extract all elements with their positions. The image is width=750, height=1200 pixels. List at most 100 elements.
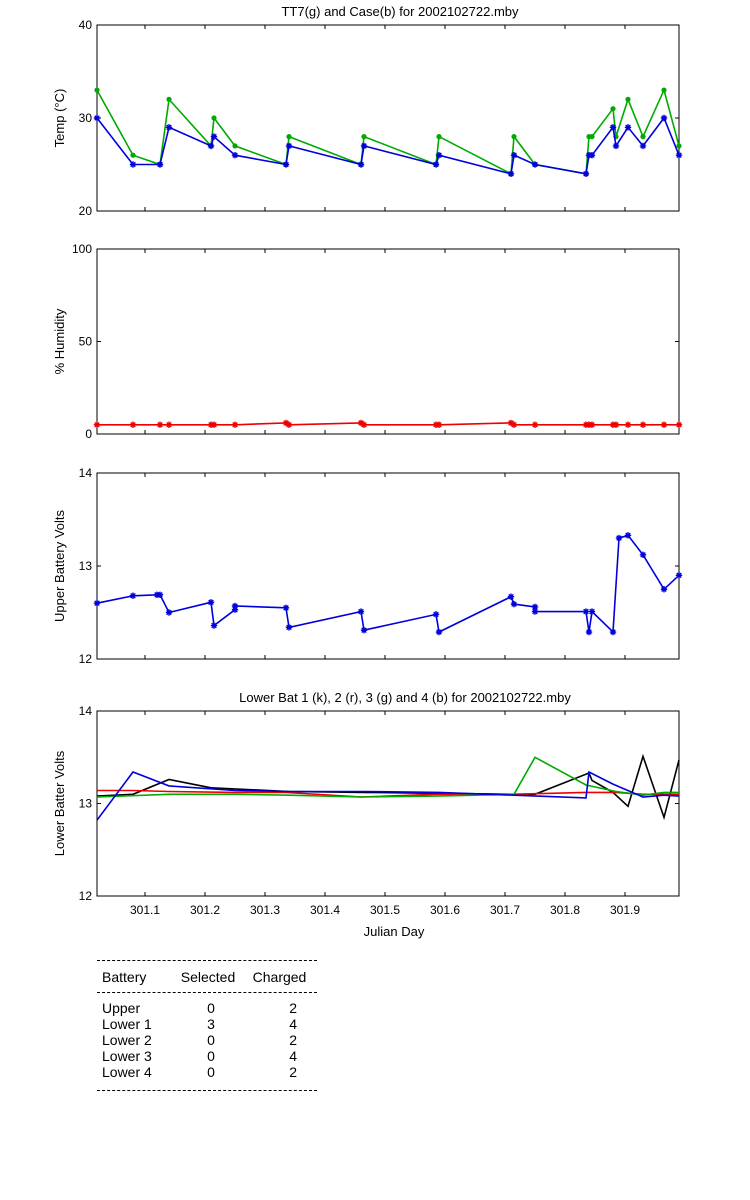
data-point [511, 134, 517, 140]
data-point [210, 622, 218, 629]
row-battery: Lower 3 [102, 1048, 152, 1064]
data-point [210, 133, 218, 140]
data-point [207, 599, 215, 606]
row-selected: 0 [207, 1032, 215, 1048]
row-battery: Lower 2 [102, 1032, 152, 1048]
table-header: Battery Selected Charged [97, 961, 317, 992]
plot-frame [96, 24, 680, 212]
data-point [624, 421, 632, 428]
series-line [96, 534, 680, 634]
data-point [639, 551, 647, 559]
table-row: Lower 1 3 4 [97, 1016, 317, 1032]
data-point [582, 608, 590, 615]
y-axis-label: Lower Batter Volts [52, 750, 67, 856]
table-row: Lower 3 0 4 [97, 1048, 317, 1064]
data-point [589, 134, 595, 140]
data-point [129, 592, 137, 599]
data-point [588, 421, 596, 428]
data-point [612, 142, 620, 150]
x-tick-label: 301.5 [370, 903, 400, 917]
y-tick-label: 40 [79, 18, 93, 32]
row-charged: 2 [289, 1064, 297, 1080]
data-point [436, 134, 442, 140]
data-point [207, 142, 215, 150]
data-point [675, 572, 683, 579]
data-point [660, 114, 668, 122]
data-point [361, 134, 367, 140]
data-point [639, 142, 647, 150]
data-point [360, 421, 368, 428]
data-point [609, 124, 617, 131]
x-tick-label: 301.9 [610, 903, 640, 917]
data-point [282, 604, 290, 612]
data-point [676, 143, 682, 149]
data-point [165, 124, 173, 131]
row-battery: Lower 4 [102, 1064, 152, 1080]
y-axis-label: Temp (°C) [52, 89, 67, 148]
data-point [612, 421, 620, 428]
series-line [96, 756, 679, 798]
table-body: Upper 0 2 Lower 1 3 4 Lower 2 0 2 Lower … [97, 993, 317, 1090]
data-point [510, 600, 518, 608]
data-point [285, 421, 293, 428]
header-selected: Selected [180, 968, 236, 985]
data-point [129, 421, 137, 428]
data-point [360, 626, 368, 634]
x-tick-label: 301.8 [550, 903, 580, 917]
data-point [93, 600, 101, 607]
y-tick-label: 30 [79, 111, 93, 125]
row-charged: 4 [289, 1048, 297, 1064]
data-point [639, 421, 647, 428]
x-tick-label: 301.4 [310, 903, 340, 917]
data-point [94, 87, 100, 93]
row-selected: 0 [207, 1048, 215, 1064]
plot-frame [96, 710, 680, 897]
data-point [165, 609, 173, 616]
series-line [96, 770, 680, 821]
data-point [156, 591, 164, 599]
data-point [609, 628, 617, 636]
data-point [285, 624, 293, 631]
data-point [232, 143, 238, 149]
row-selected: 0 [207, 1000, 215, 1016]
header-charged: Charged [252, 968, 307, 985]
x-tick-label: 301.6 [430, 903, 460, 917]
table-bottom-rule [97, 1090, 317, 1091]
table-row: Lower 4 0 2 [97, 1064, 317, 1080]
data-point [507, 170, 515, 177]
data-point [93, 114, 101, 122]
data-point [357, 608, 365, 615]
data-point [93, 421, 101, 428]
x-axis-label: Julian Day [364, 924, 425, 939]
y-tick-label: 0 [85, 427, 92, 441]
table-top-rule [97, 960, 317, 961]
data-point [507, 419, 515, 427]
data-point [624, 124, 632, 131]
data-point [166, 96, 172, 102]
data-point [286, 134, 292, 140]
data-point [357, 161, 365, 168]
data-point [432, 161, 440, 168]
series-line [96, 87, 680, 176]
row-battery: Lower 1 [102, 1016, 152, 1032]
data-point [510, 421, 518, 428]
y-tick-label: 100 [72, 242, 92, 256]
x-tick-label: 301.7 [490, 903, 520, 917]
y-tick-label: 20 [79, 204, 93, 218]
table-header-rule [97, 992, 317, 993]
data-point [285, 142, 293, 150]
data-point [660, 421, 668, 428]
row-charged: 4 [289, 1016, 297, 1032]
data-point [588, 608, 596, 615]
data-point [231, 602, 239, 610]
data-point [130, 152, 136, 158]
data-point [625, 96, 631, 102]
header-battery: Battery [102, 968, 147, 985]
data-point [210, 421, 218, 428]
data-point [661, 87, 667, 93]
data-point [432, 611, 440, 618]
data-point [435, 152, 443, 159]
y-axis-label: Upper Battery Volts [52, 510, 67, 622]
figure: 20 30 40 TT7(g) and Case(b) for 2002102722.… [52, 4, 683, 939]
data-point [531, 421, 539, 428]
